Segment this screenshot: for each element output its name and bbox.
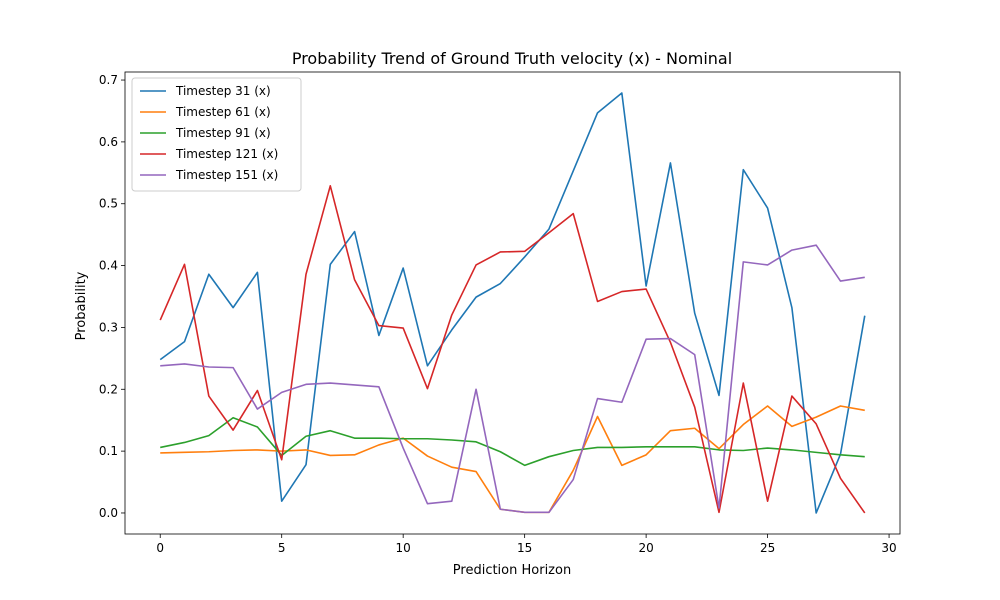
x-tick-label: 10 xyxy=(396,541,411,555)
x-tick-label: 20 xyxy=(638,541,653,555)
axes-layer: 0 5 10 15 20 25 30 0.0 0.1 0.2 0.3 0.4 0.5 0.6 0.7 xyxy=(99,71,901,555)
legend-label: Timestep 151 (x) xyxy=(175,168,278,182)
series-layer xyxy=(159,92,866,514)
legend-label: Timestep 31 (x) xyxy=(175,84,271,98)
x-tick-label: 30 xyxy=(881,541,896,555)
x-tick-label: 5 xyxy=(278,541,286,555)
legend: Timestep 31 (x) Timestep 61 (x) Timestep 9… xyxy=(131,77,302,192)
series-line-3 xyxy=(160,416,865,467)
chart-title: Probability Trend of Ground Truth veloci… xyxy=(292,49,732,68)
x-axis-label: Prediction Horizon xyxy=(453,563,571,578)
legend-label: Timestep 121 (x) xyxy=(175,147,278,161)
series-line-1 xyxy=(159,92,866,514)
y-tick-label: 0.7 xyxy=(99,73,118,87)
series-line-5 xyxy=(160,244,865,514)
x-tick-label: 15 xyxy=(517,541,532,555)
legend-label: Timestep 91 (x) xyxy=(175,126,271,140)
y-tick-label: 0.6 xyxy=(99,135,118,149)
legend-box xyxy=(131,77,302,192)
y-tick-label: 0.0 xyxy=(99,506,118,520)
x-tick-label: 25 xyxy=(760,541,775,555)
series-line-4 xyxy=(159,185,866,514)
y-tick-label: 0.2 xyxy=(99,382,118,396)
y-tick-label: 0.4 xyxy=(99,259,118,273)
y-tick-label: 0.3 xyxy=(99,320,118,334)
legend-label: Timestep 61 (x) xyxy=(175,105,271,119)
y-tick-label: 0.5 xyxy=(99,197,118,211)
plot-frame xyxy=(124,71,901,535)
y-axis-label: Probability xyxy=(74,271,89,340)
y-tick-label: 0.1 xyxy=(99,444,118,458)
x-tick-label: 0 xyxy=(156,541,164,555)
